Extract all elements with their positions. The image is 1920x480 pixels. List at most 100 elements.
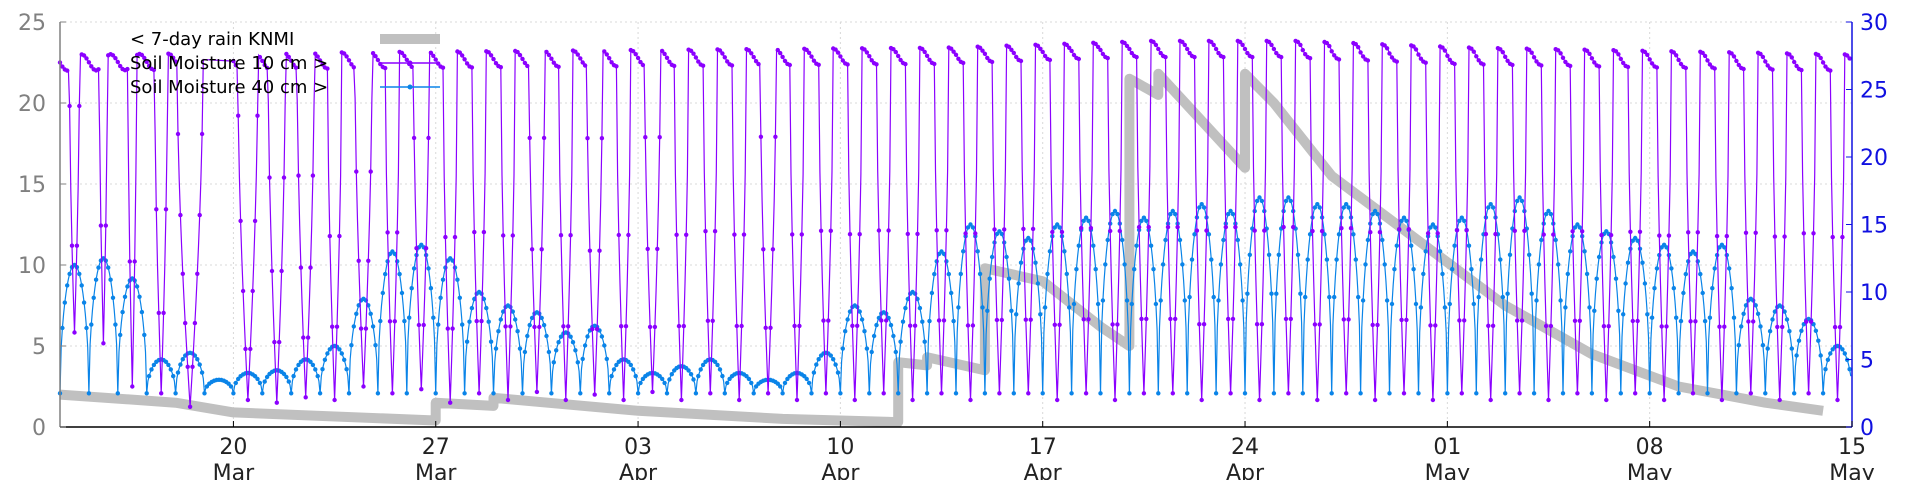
sm10-point — [1088, 225, 1094, 231]
sm40-point — [1705, 391, 1710, 396]
sm40-point — [1772, 309, 1778, 314]
sm10-point — [1052, 322, 1058, 327]
sm40-point — [1189, 257, 1195, 262]
sm10-point — [1459, 391, 1465, 396]
sm10-point — [252, 218, 258, 224]
sm10-point — [1180, 39, 1185, 45]
sm10-point — [267, 175, 272, 180]
sm10-point — [573, 49, 578, 54]
sm40-point — [1221, 237, 1226, 243]
x-tick-day-label: 10 — [826, 435, 854, 460]
sm10-point — [679, 397, 684, 403]
sm10-point — [1589, 56, 1595, 61]
sm40-point — [479, 291, 484, 296]
sm10-point — [616, 232, 621, 238]
sm40-point — [1372, 208, 1378, 214]
sm40-point — [1536, 262, 1542, 267]
sm10-point — [366, 258, 371, 263]
sm40-point — [1450, 267, 1455, 272]
sm10-point — [1353, 42, 1359, 47]
sm10-point — [867, 54, 872, 59]
sm10-point — [729, 63, 735, 68]
sm10-point — [284, 51, 289, 57]
sm10-point — [792, 323, 797, 329]
sm40-point — [1346, 205, 1351, 210]
sm10-point — [1801, 231, 1807, 236]
sm40-point — [286, 379, 291, 384]
sm40-point — [667, 377, 672, 382]
sm10-point — [1724, 233, 1730, 239]
sm40-point — [1440, 271, 1445, 277]
sm10-point — [1734, 58, 1739, 64]
sm40-point — [982, 391, 988, 396]
sm40-point — [804, 376, 809, 382]
sm10-point — [708, 391, 713, 396]
sm10-point — [905, 231, 910, 237]
sm40-point — [1553, 237, 1558, 243]
sm40-point — [1158, 298, 1163, 303]
sm40-point — [1457, 218, 1462, 223]
sm40-point — [1474, 391, 1479, 396]
sm10-point — [1613, 49, 1619, 54]
sm10-point — [469, 65, 475, 70]
sm10-point — [190, 364, 195, 369]
sm10-point — [522, 60, 528, 66]
sm10-point — [462, 57, 467, 62]
sm10-point — [344, 54, 349, 59]
x-tick-day-label: 20 — [219, 435, 247, 460]
sm10-point — [794, 397, 800, 403]
sm40-point — [1430, 222, 1436, 227]
sm10-point — [163, 207, 169, 212]
sm40-point — [1163, 237, 1168, 243]
sm10-point — [399, 50, 405, 56]
sm10-point — [81, 53, 87, 58]
sm40-point — [1307, 232, 1313, 237]
sm10-point — [1288, 316, 1294, 322]
sm10-point — [1758, 51, 1763, 57]
x-tick-month-label: May — [1425, 461, 1470, 480]
sm10-point — [1782, 234, 1787, 239]
sm10-point — [949, 46, 954, 51]
sm10-point — [749, 51, 754, 56]
sm10-point — [1108, 228, 1113, 234]
sm40-point — [1613, 276, 1619, 281]
sm10-point — [826, 318, 831, 323]
y-left-tick-label: 15 — [18, 173, 46, 198]
sm40-point — [585, 334, 590, 339]
sm10-point — [361, 384, 366, 389]
sm40-point — [989, 254, 995, 260]
sm10-point — [587, 248, 593, 253]
sm40-point — [1004, 254, 1009, 260]
sm10-point — [238, 218, 243, 224]
sm40-point — [920, 319, 925, 324]
sm40-point — [1755, 311, 1761, 316]
sm10-point — [1690, 391, 1696, 396]
sm40-point — [1173, 211, 1178, 217]
sm40-point — [987, 276, 992, 281]
sm10-point — [356, 258, 361, 263]
sm10-point — [1377, 230, 1383, 235]
sm40-point — [378, 318, 383, 324]
sm10-point — [1312, 322, 1318, 327]
sm10-point — [1370, 322, 1375, 328]
sm10-point — [1772, 234, 1778, 239]
sm40-point — [575, 360, 580, 365]
sm40-point — [1584, 271, 1590, 277]
y-right-tick-label: 15 — [1860, 214, 1888, 239]
sm40-point — [1840, 347, 1845, 352]
sm10-point — [1079, 225, 1084, 231]
sm10-point — [1481, 62, 1486, 67]
sm40-point — [1596, 254, 1602, 260]
sm40-point — [604, 356, 609, 362]
sm10-point — [1430, 397, 1436, 403]
sm40-point — [1360, 298, 1366, 303]
sm10-point — [142, 55, 147, 61]
sm10-point — [621, 397, 626, 403]
sm40-point — [953, 391, 959, 396]
legend-label: < 7-day rain KNMI — [130, 29, 294, 50]
sm10-point — [1714, 233, 1720, 239]
sm40-point — [970, 225, 976, 230]
sm10-point — [197, 212, 202, 218]
sm40-point — [893, 349, 898, 355]
sm40-point — [1213, 391, 1219, 396]
